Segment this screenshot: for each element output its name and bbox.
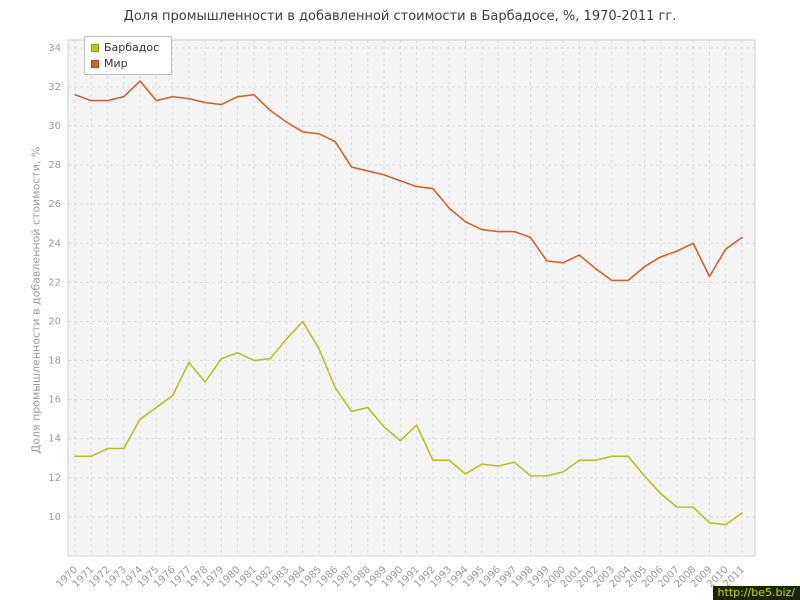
svg-text:34: 34 xyxy=(48,43,61,54)
legend-swatch-world xyxy=(91,59,99,68)
svg-text:32: 32 xyxy=(48,82,61,93)
legend-swatch-barbados xyxy=(91,43,99,52)
svg-text:20: 20 xyxy=(48,316,61,327)
plot-border xyxy=(67,39,756,557)
chart-title: Доля промышленности в добавленной стоимо… xyxy=(123,9,677,24)
horizontal-gridlines xyxy=(68,47,755,518)
plot-area xyxy=(68,40,755,556)
svg-text:26: 26 xyxy=(48,199,61,210)
legend-item-world: Мир xyxy=(91,57,159,70)
legend-label-barbados: Барбадос xyxy=(104,41,160,54)
legend: Барбадос Мир xyxy=(84,36,173,75)
svg-text:24: 24 xyxy=(48,238,61,249)
svg-text:14: 14 xyxy=(48,434,61,445)
svg-text:28: 28 xyxy=(48,160,61,171)
svg-text:10: 10 xyxy=(48,512,61,523)
series-line-0 xyxy=(74,320,743,526)
y-tick-labels: 10 12 14 16 18 20 22 24 26 28 30 32 34 xyxy=(48,43,61,523)
watermark-link[interactable]: http://be5.biz/ xyxy=(712,586,800,600)
svg-text:18: 18 xyxy=(48,356,61,367)
legend-item-barbados: Барбадос xyxy=(91,41,159,54)
svg-text:22: 22 xyxy=(48,277,61,288)
svg-text:12: 12 xyxy=(48,473,61,484)
legend-label-world: Мир xyxy=(104,57,128,70)
series-line-1 xyxy=(74,80,743,282)
svg-text:30: 30 xyxy=(48,121,61,132)
x-tick-labels: 1970197119721973197419751976197719781979… xyxy=(54,564,747,590)
svg-text:16: 16 xyxy=(48,395,61,406)
